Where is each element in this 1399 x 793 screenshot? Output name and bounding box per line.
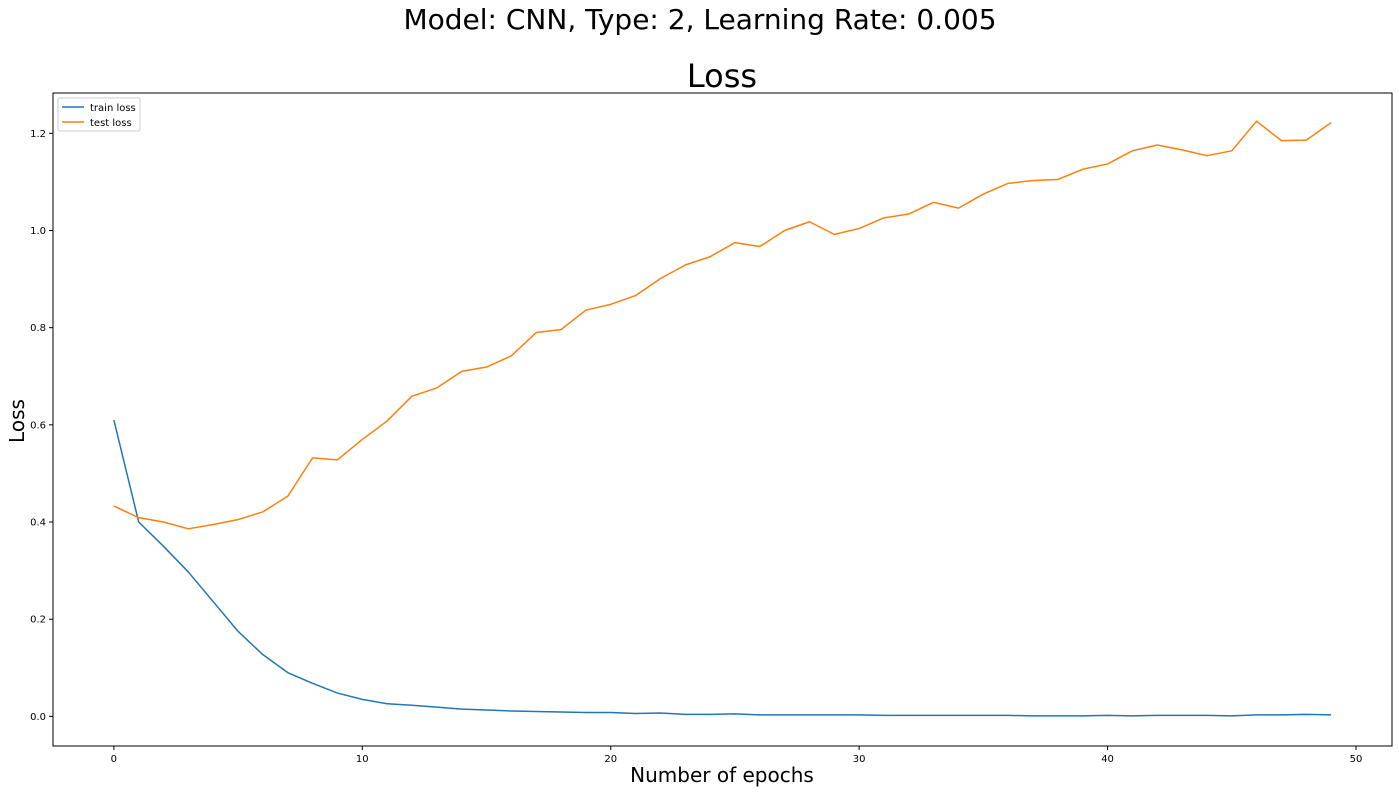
plot-frame bbox=[52, 92, 1393, 747]
x-tick-label: 50 bbox=[1350, 754, 1363, 765]
series-line-train-loss bbox=[113, 419, 1332, 717]
figure-suptitle: Model: CNN, Type: 2, Learning Rate: 0.00… bbox=[403, 3, 996, 36]
legend: train loss test loss bbox=[57, 97, 141, 132]
x-tick-label: 0 bbox=[111, 754, 117, 765]
y-tick-label: 0.0 bbox=[30, 712, 46, 723]
chart-title: Loss bbox=[687, 57, 757, 95]
y-tick-label: 0.2 bbox=[30, 615, 46, 626]
x-axis-ticks: 0 10 20 30 40 50 bbox=[111, 746, 1363, 765]
legend-label-test-loss: test loss bbox=[90, 118, 132, 129]
x-tick-label: 40 bbox=[1101, 754, 1114, 765]
series-line-test-loss bbox=[113, 120, 1332, 530]
y-tick-label: 1.0 bbox=[30, 226, 46, 237]
legend-label-train-loss: train loss bbox=[90, 103, 136, 114]
y-tick-label: 0.6 bbox=[30, 420, 46, 431]
x-tick-label: 30 bbox=[853, 754, 866, 765]
y-tick-label: 1.2 bbox=[30, 129, 46, 140]
x-axis-label: Number of epochs bbox=[630, 763, 814, 787]
y-axis-label: Loss bbox=[5, 399, 29, 443]
y-axis-ticks: 0.0 0.2 0.4 0.6 0.8 1.0 1.2 bbox=[30, 129, 53, 723]
series-layer bbox=[113, 120, 1332, 717]
y-tick-label: 0.4 bbox=[30, 518, 46, 529]
y-tick-label: 0.8 bbox=[30, 323, 46, 334]
plot-area bbox=[52, 92, 1393, 747]
x-tick-label: 10 bbox=[356, 754, 369, 765]
x-tick-label: 20 bbox=[604, 754, 617, 765]
